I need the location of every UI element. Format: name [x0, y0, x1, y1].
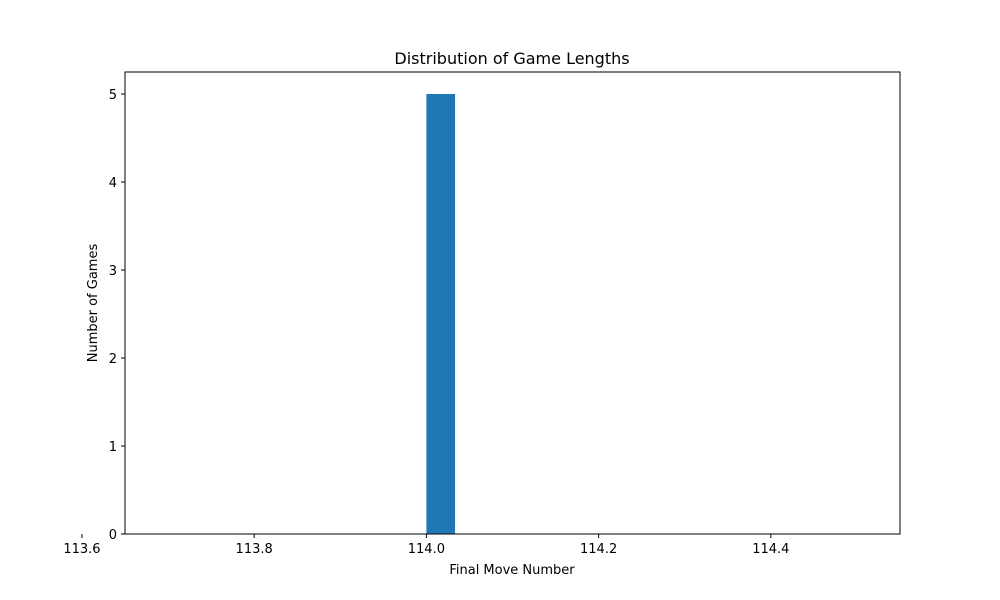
x-tick-label: 114.4 — [752, 542, 789, 557]
y-tick-label: 5 — [109, 88, 117, 103]
x-axis-label: Final Move Number — [449, 563, 575, 578]
y-tick-label: 4 — [109, 176, 117, 191]
histogram-bar-0 — [426, 94, 456, 534]
plot-area-frame — [124, 71, 901, 535]
y-axis-ticks: 0 1 2 3 4 5 — [109, 88, 125, 543]
y-tick-label: 2 — [109, 352, 117, 367]
y-tick-label: 0 — [109, 528, 117, 543]
chart-title: Distribution of Game Lengths — [394, 49, 629, 68]
y-tick-label: 3 — [109, 264, 117, 279]
x-tick-label: 113.6 — [63, 542, 100, 557]
y-axis-label: Number of Games — [86, 244, 101, 363]
y-tick-label: 1 — [109, 440, 117, 455]
x-tick-label: 114.2 — [580, 542, 617, 557]
x-axis-ticks: 113.6 113.8 114.0 114.2 114.4 — [63, 534, 789, 557]
x-tick-label: 114.0 — [408, 542, 445, 557]
bars-group — [426, 94, 456, 534]
x-tick-label: 113.8 — [236, 542, 273, 557]
